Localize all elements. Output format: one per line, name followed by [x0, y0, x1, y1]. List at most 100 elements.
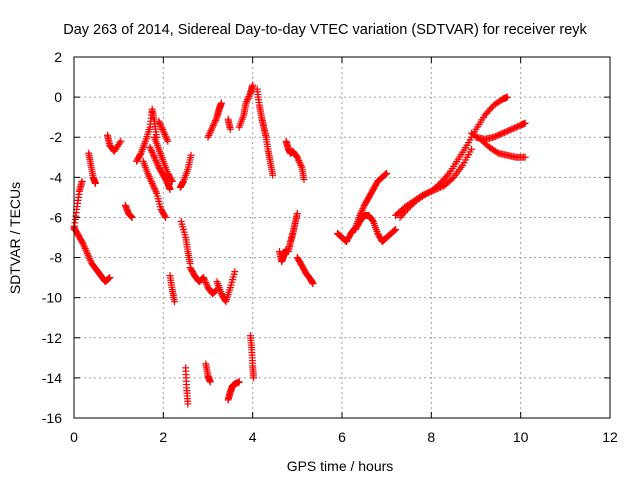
x-tick-label: 8: [427, 429, 435, 445]
data-point: [500, 129, 508, 137]
data-point: [205, 132, 213, 140]
data-point: [82, 246, 90, 254]
data-point: [436, 179, 444, 187]
data-point: [211, 117, 219, 125]
data-point: [391, 226, 399, 234]
data-point: [150, 152, 158, 160]
data-point: [161, 212, 169, 220]
data-point: [206, 378, 214, 386]
data-point: [161, 131, 169, 139]
data-point: [168, 176, 176, 184]
data-point: [503, 93, 511, 101]
data-point: [505, 127, 513, 135]
data-point: [435, 181, 443, 189]
data-point: [417, 192, 425, 200]
data-point: [205, 130, 213, 138]
data-point: [506, 126, 514, 134]
data-point: [502, 128, 510, 136]
data-point: [392, 225, 400, 233]
data-point: [83, 250, 91, 258]
data-point: [105, 274, 113, 282]
data-point: [211, 287, 219, 295]
data-point: [148, 148, 156, 156]
data-point: [481, 111, 489, 119]
data-point: [144, 169, 152, 177]
y-tick-label: -6: [50, 209, 63, 225]
data-point: [418, 191, 426, 199]
data-point: [496, 131, 504, 139]
data-point: [150, 184, 158, 192]
data-point: [168, 177, 176, 185]
data-point: [147, 145, 155, 153]
data-point: [235, 378, 243, 386]
data-point: [421, 190, 429, 198]
data-point: [162, 132, 170, 140]
x-tick-label: 6: [338, 429, 346, 445]
data-point: [482, 109, 490, 117]
data-point: [78, 238, 86, 246]
x-tick-label: 10: [513, 429, 529, 445]
y-tick-label: -14: [42, 370, 62, 386]
data-point: [509, 125, 517, 133]
data-point: [81, 245, 89, 253]
data-point: [493, 132, 501, 140]
data-point: [245, 92, 253, 100]
data-point: [162, 213, 170, 221]
data-point: [390, 227, 398, 235]
y-tick-label: -4: [50, 169, 63, 185]
plot-frame: [73, 56, 611, 419]
data-point: [242, 99, 250, 107]
data-point: [424, 189, 432, 197]
data-point: [147, 178, 155, 186]
y-tick-label: -8: [50, 250, 63, 266]
x-tick-label: 2: [159, 429, 167, 445]
data-point: [155, 117, 163, 125]
data-point: [156, 121, 164, 129]
data-point: [83, 248, 91, 256]
data-point: [200, 274, 208, 282]
data-point: [423, 189, 431, 197]
x-tick-label: 12: [602, 429, 618, 445]
data-point: [163, 136, 171, 144]
data-point: [154, 162, 162, 170]
data-point: [85, 253, 93, 261]
data-point: [147, 176, 155, 184]
data-point: [484, 108, 492, 116]
data-point: [117, 137, 125, 145]
y-tick-label: -10: [42, 290, 62, 306]
data-point: [158, 124, 166, 132]
data-point: [269, 171, 277, 179]
data-point: [357, 208, 365, 216]
data-point: [217, 99, 225, 107]
data-point: [91, 179, 99, 187]
data-point: [84, 251, 92, 259]
data-point: [86, 255, 94, 263]
x-tick-labels: 0 2 4 6 8 10 12: [70, 429, 618, 445]
data-point: [497, 130, 505, 138]
y-tick-label: -12: [42, 330, 62, 346]
data-point: [296, 160, 304, 168]
data-point: [210, 120, 218, 128]
data-point: [79, 240, 87, 248]
data-point: [159, 126, 167, 134]
data-point: [146, 143, 154, 151]
data-point: [106, 274, 114, 282]
data-point: [226, 125, 234, 133]
data-point: [159, 127, 167, 135]
data-point: [508, 125, 516, 133]
data-point: [503, 127, 511, 135]
data-point: [383, 169, 391, 177]
data-point: [128, 213, 136, 221]
data-point: [293, 209, 301, 217]
data-point: [521, 153, 529, 161]
data-point: [145, 173, 153, 181]
data-point: [490, 133, 498, 141]
y-tick-labels: 2 0 -2 -4 -6 -8 -10 -12 -14 -16: [42, 49, 62, 426]
data-point: [164, 137, 172, 145]
data-point: [144, 171, 152, 179]
data-point: [156, 119, 164, 127]
data-point: [294, 155, 302, 163]
y-tick-label: -16: [42, 410, 62, 426]
data-point: [485, 106, 493, 114]
data-point: [152, 157, 160, 165]
